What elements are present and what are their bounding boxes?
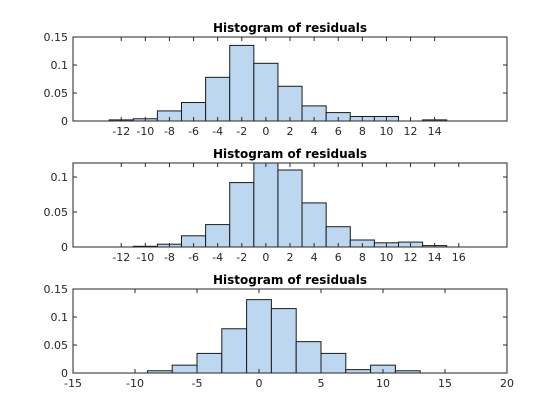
x-tick-label: 20 <box>500 377 514 390</box>
x-tick-label: 16 <box>452 251 466 264</box>
x-tick-label: 10 <box>379 251 393 264</box>
x-tick-label: -4 <box>212 251 223 264</box>
histogram-bar <box>253 62 279 122</box>
x-tick-label: -4 <box>212 125 223 138</box>
y-tick-label: 0 <box>61 241 68 254</box>
x-tick-label: -12 <box>112 251 130 264</box>
histogram-bar <box>277 169 303 248</box>
x-tick-label: 0 <box>262 125 269 138</box>
y-tick-label: 0.1 <box>51 171 69 184</box>
chart-title: Histogram of residuals <box>213 147 367 161</box>
x-tick-label: 10 <box>376 377 390 390</box>
x-tick-label: 14 <box>428 251 442 264</box>
x-tick-label: 12 <box>404 251 418 264</box>
x-tick-label: -8 <box>164 251 175 264</box>
x-tick-label: 0 <box>256 377 263 390</box>
x-tick-label: 6 <box>335 251 342 264</box>
x-tick-label: -2 <box>236 125 247 138</box>
y-tick-label: 0.1 <box>51 311 69 324</box>
x-tick-label: 15 <box>438 377 452 390</box>
y-tick-label: 0.15 <box>44 31 69 44</box>
x-tick-label: 10 <box>379 125 393 138</box>
y-tick-label: 0.05 <box>44 339 69 352</box>
x-tick-label: 4 <box>311 125 318 138</box>
y-tick-label: 0.05 <box>44 87 69 100</box>
y-tick-label: 0.15 <box>44 283 69 296</box>
x-tick-label: -5 <box>192 377 203 390</box>
x-tick-label: -8 <box>164 125 175 138</box>
axes-frame <box>72 288 508 374</box>
histogram-panel-top: -12 -10 -8 -6 -4 -2 0 2 4 6 8 10 12 14 0 0.05 0.1 0.15 His… <box>44 21 508 138</box>
histogram-bar <box>295 341 322 374</box>
chart-title: Histogram of residuals <box>213 273 367 287</box>
y-tick-label: 0 <box>61 115 68 128</box>
histogram-bar <box>277 85 303 122</box>
histogram-bar <box>221 328 248 374</box>
histogram-bar <box>171 364 198 374</box>
x-tick-label: 14 <box>428 125 442 138</box>
x-tick-label: -6 <box>188 125 199 138</box>
x-tick-label: -6 <box>188 251 199 264</box>
x-tick-label: 6 <box>335 125 342 138</box>
histogram-panel-bottom: -15 -10 -5 0 5 10 15 20 0 0.05 0.1 0.15 Histogram of… <box>44 273 515 390</box>
x-tick-label: -10 <box>136 125 154 138</box>
x-tick-label: 2 <box>287 125 294 138</box>
x-tick-label: 0 <box>262 251 269 264</box>
chart-title: Histogram of residuals <box>213 21 367 35</box>
x-tick-label: 4 <box>311 251 318 264</box>
x-tick-label: 2 <box>287 251 294 264</box>
histogram-bar <box>253 162 279 248</box>
histogram-bar <box>196 352 223 374</box>
x-tick-label: -2 <box>236 251 247 264</box>
histogram-bar <box>345 369 372 374</box>
histogram-bar <box>320 352 347 374</box>
histogram-panel-middle: -12 -10 -8 -6 -4 -2 0 2 4 6 8 10 12 14 16 0 0.05 0.1 Histo… <box>44 147 508 264</box>
x-tick-label: -10 <box>136 251 154 264</box>
x-tick-label: -10 <box>126 377 144 390</box>
y-tick-label: 0.1 <box>51 59 69 72</box>
histogram-bar <box>270 308 297 374</box>
histogram-bar <box>301 202 327 248</box>
x-tick-label: 5 <box>318 377 325 390</box>
x-tick-label: -15 <box>64 377 82 390</box>
x-tick-label: 8 <box>359 125 366 138</box>
x-tick-label: 8 <box>359 251 366 264</box>
y-tick-label: 0 <box>61 367 68 380</box>
y-tick-label: 0.05 <box>44 206 69 219</box>
x-tick-label: -12 <box>112 125 130 138</box>
histogram-bar <box>205 76 231 122</box>
histogram-bar <box>229 44 255 122</box>
histogram-bar <box>246 299 272 374</box>
x-tick-label: 12 <box>404 125 418 138</box>
histogram-bar <box>229 182 255 248</box>
